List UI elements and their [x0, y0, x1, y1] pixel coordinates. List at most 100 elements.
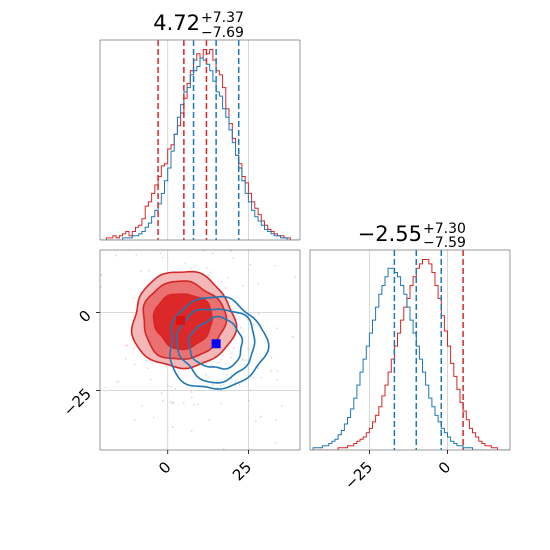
scatter-point-19: [182, 402, 185, 405]
scatter-point-14: [167, 384, 169, 387]
param2-red-histogram: [310, 259, 510, 450]
scatter-point-28: [184, 262, 187, 265]
scatter-point-65: [219, 384, 222, 387]
scatter-point-13: [258, 312, 260, 315]
joint-ticks: [96, 312, 249, 454]
param1-quantile-lines: [157, 40, 240, 240]
scatter-point-155: [291, 335, 294, 338]
joint-blue-contours: [169, 295, 270, 390]
joint-panel: 0 25 0 −25: [60, 193, 391, 525]
scatter-point-203: [260, 376, 263, 379]
scatter-point-125: [149, 378, 152, 381]
param2-histogram-panel: −25 0 −2.55 +7.30 −7.59: [309, 221, 511, 493]
scatter-point-156: [190, 266, 193, 269]
scatter-point-140: [235, 242, 237, 244]
scatter-point-82: [233, 347, 236, 350]
scatter-point-129: [312, 388, 314, 390]
scatter-point-4: [224, 363, 227, 366]
scatter-point-191: [115, 381, 118, 383]
scatter-point-204: [275, 419, 278, 421]
scatter-point-17: [164, 365, 167, 368]
scatter-point-107: [242, 358, 245, 361]
scatter-point-213: [71, 523, 73, 525]
scatter-point-154: [132, 348, 135, 350]
scatter-point-79: [346, 273, 348, 275]
scatter-point-103: [170, 385, 172, 388]
param2-blue-histogram: [310, 267, 510, 450]
scatter-point-75: [211, 383, 214, 386]
blue-contour-2: [187, 315, 244, 370]
scatter-point-5: [222, 448, 225, 450]
scatter-point-189: [252, 324, 255, 326]
scatter-point-139: [230, 356, 232, 359]
param2-title-value: −2.55: [358, 222, 422, 246]
scatter-point-34: [244, 225, 246, 227]
scatter-point-112: [161, 256, 164, 259]
param1-histogram-panel: 4.72 +7.37 −7.69: [99, 10, 301, 241]
scatter-point-151: [169, 400, 172, 403]
scatter-point-148: [62, 300, 64, 302]
scatter-point-165: [205, 267, 208, 269]
scatter-point-183: [303, 348, 305, 350]
scatter-point-95: [227, 345, 230, 348]
scatter-point-212: [190, 391, 193, 394]
scatter-point-53: [308, 229, 310, 231]
scatter-point-30: [227, 204, 229, 206]
scatter-point-152: [132, 297, 135, 299]
joint-x-tick-label-0: 0: [155, 458, 174, 477]
param2-title-minus: −7.59: [423, 235, 466, 251]
scatter-point-206: [275, 327, 278, 330]
scatter-point-31: [311, 366, 313, 368]
scatter-point-66: [117, 380, 120, 383]
param1-title-minus: −7.69: [201, 25, 244, 41]
scatter-point-131: [276, 370, 279, 372]
joint-frame: [99, 249, 301, 451]
scatter-point-195: [294, 276, 296, 278]
scatter-point-32: [196, 403, 199, 406]
scatter-point-38: [160, 392, 163, 394]
scatter-point-173: [247, 346, 249, 349]
scatter-point-98: [305, 397, 307, 399]
scatter-point-210: [152, 416, 155, 419]
scatter-point-166: [125, 358, 128, 360]
scatter-point-163: [145, 359, 148, 362]
scatter-point-104: [228, 214, 230, 216]
param1-frame: [99, 39, 301, 241]
scatter-point-159: [229, 250, 232, 253]
scatter-point-153: [247, 348, 250, 351]
param2-ticks: [368, 450, 448, 454]
scatter-point-77: [225, 373, 228, 376]
scatter-point-33: [230, 352, 233, 355]
scatter-point-150: [162, 399, 164, 402]
scatter-point-147: [220, 402, 222, 405]
scatter-point-201: [307, 360, 309, 362]
scatter-point-63: [274, 264, 277, 267]
joint-contours: [62, 193, 391, 525]
joint-red-marker: [176, 315, 186, 325]
scatter-point-108: [242, 284, 245, 287]
scatter-point-171: [239, 326, 242, 329]
scatter-point-167: [280, 404, 283, 407]
blue-contour-1: [175, 308, 256, 384]
scatter-point-118: [197, 227, 199, 229]
scatter-point-59: [259, 415, 262, 418]
scatter-point-20: [207, 274, 210, 276]
scatter-point-208: [171, 402, 174, 405]
param2-x-tick-label-0: −25: [341, 458, 376, 493]
param2-grid: [368, 250, 448, 450]
scatter-point-215: [119, 234, 121, 236]
scatter-point-43: [248, 399, 250, 402]
scatter-point-23: [159, 252, 162, 255]
scatter-point-0: [389, 300, 391, 302]
param1-title-value: 4.72: [153, 11, 200, 35]
joint-y-tick-label-1: −25: [60, 385, 95, 420]
scatter-point-39: [190, 396, 193, 399]
scatter-point-29: [106, 193, 108, 195]
scatter-point-168: [220, 280, 223, 283]
scatter-point-67: [205, 374, 208, 376]
scatter-point-93: [240, 243, 242, 245]
scatter-point-197: [190, 429, 193, 432]
scatter-point-26: [303, 314, 305, 316]
scatter-point-214: [133, 419, 136, 421]
scatter-point-205: [222, 383, 225, 386]
